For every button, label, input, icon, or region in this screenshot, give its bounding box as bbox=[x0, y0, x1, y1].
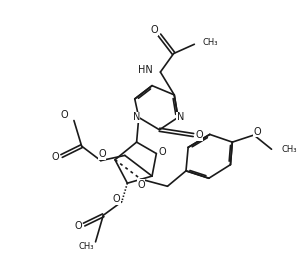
Text: O: O bbox=[74, 221, 82, 231]
Text: CH₃: CH₃ bbox=[203, 38, 219, 47]
Text: O: O bbox=[150, 25, 158, 35]
Text: O: O bbox=[98, 150, 106, 160]
Text: O: O bbox=[60, 110, 68, 120]
Text: O: O bbox=[112, 194, 120, 204]
Text: O: O bbox=[253, 127, 261, 137]
Text: N: N bbox=[177, 112, 184, 122]
Text: HN: HN bbox=[138, 65, 153, 75]
Text: N: N bbox=[133, 112, 140, 122]
Text: CH₃: CH₃ bbox=[79, 242, 94, 251]
Text: O: O bbox=[195, 130, 203, 140]
Text: O: O bbox=[51, 152, 59, 162]
Text: CH₃: CH₃ bbox=[281, 145, 297, 154]
Text: O: O bbox=[137, 180, 145, 190]
Text: O: O bbox=[158, 147, 166, 157]
